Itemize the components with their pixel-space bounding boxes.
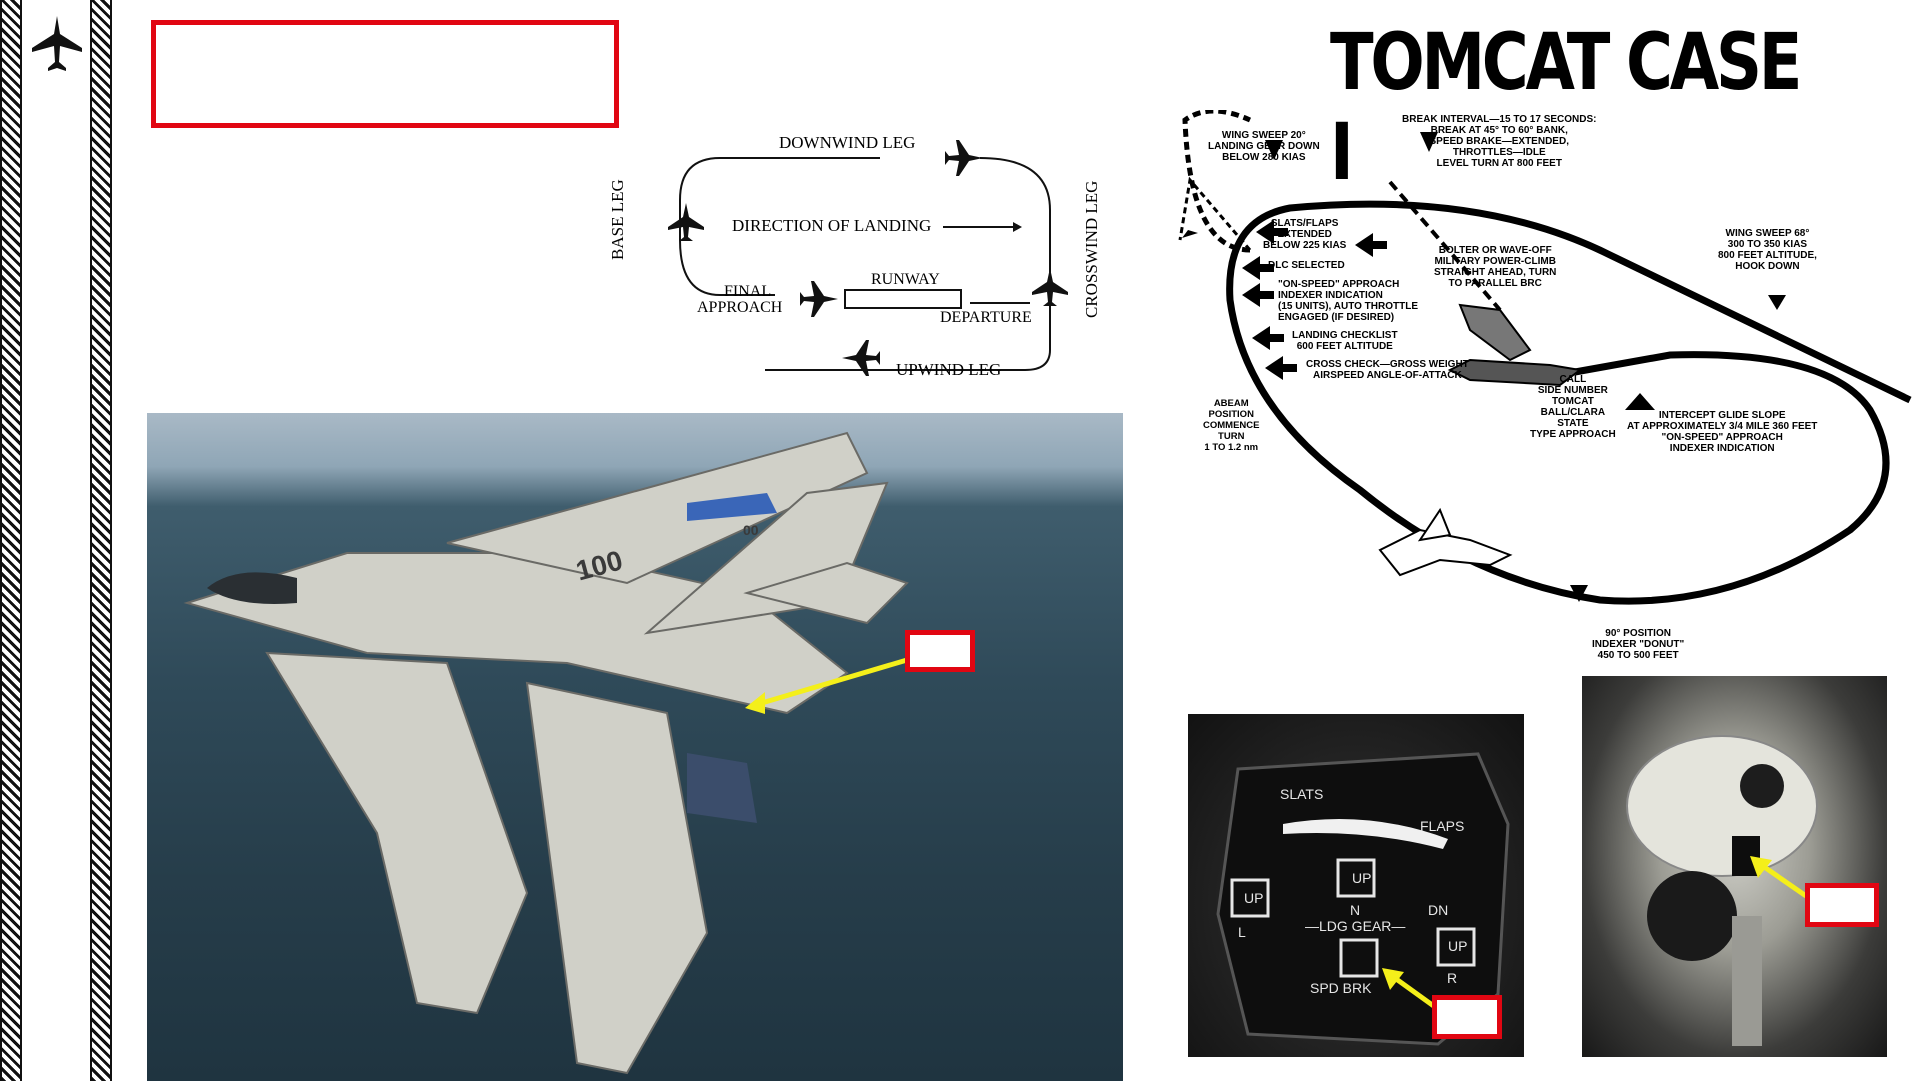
lever-photo (1582, 676, 1887, 1057)
label-base-leg: BASE LEG (608, 179, 627, 260)
case1-wing-sweep-68: WING SWEEP 68° 300 TO 350 KIAS 800 FEET … (1718, 228, 1817, 272)
tail-code-label: 00 (743, 522, 759, 538)
indicator-up-n: UP (1352, 870, 1372, 886)
plane-icon-final (800, 281, 838, 317)
label-downwind-leg: DOWNWIND LEG (779, 133, 916, 152)
indicator-spd-brk: SPD BRK (1310, 980, 1372, 996)
sidebar-stripe-right (90, 0, 112, 1081)
plane-icon-downwind (945, 140, 983, 176)
indicator-dn: DN (1428, 902, 1449, 918)
label-upwind-leg: UPWIND LEG (896, 360, 1002, 379)
case1-bolter: BOLTER OR WAVE-OFF MILITARY POWER-CLIMB … (1434, 245, 1557, 289)
label-runway: RUNWAY (871, 271, 940, 288)
indicator-ldg-gear: —LDG GEAR— (1305, 918, 1406, 934)
case1-call: CALL SIDE NUMBER TOMCAT BALL/CLARA STATE… (1530, 374, 1616, 440)
indicator-n: N (1350, 902, 1361, 918)
indicator-r: R (1447, 970, 1458, 986)
label-final: FINAL (724, 283, 772, 300)
case1-wing-sweep-20: WING SWEEP 20° LANDING GEAR DOWN BELOW 2… (1208, 130, 1320, 163)
photo-callout-arrow (745, 657, 908, 714)
case1-ninety: 90° POSITION INDEXER "DONUT" 450 TO 500 … (1592, 628, 1685, 661)
sidebar-stripe-left (0, 0, 22, 1081)
indicator-up-l: UP (1244, 890, 1264, 906)
indicator-flaps: FLAPS (1420, 818, 1465, 834)
case1-slats-flaps: SLATS/FLAPS EXTENDED BELOW 225 KIAS (1263, 218, 1347, 251)
jet-icon (32, 16, 82, 71)
indicator-l: L (1238, 924, 1246, 940)
gear-indicator-photo (1188, 714, 1524, 1057)
plane-icon-crosswind (1032, 268, 1068, 306)
plane-icon-base (668, 203, 704, 241)
case1-cross-check: CROSS CHECK—GROSS WEIGHT AIRSPEED ANGLE-… (1306, 359, 1469, 381)
label-approach: APPROACH (697, 299, 783, 316)
indicator-up-r: UP (1448, 938, 1468, 954)
case1-break-interval: BREAK INTERVAL—15 TO 17 SECONDS: BREAK A… (1402, 114, 1597, 169)
photo-callout-box (905, 630, 975, 672)
case1-landing-checklist: LANDING CHECKLIST 600 FEET ALTITUDE (1292, 330, 1398, 352)
case1-title: TOMCAT CASE I (1330, 18, 1802, 198)
lever-callout-box (1805, 883, 1879, 927)
aircraft-photo (147, 413, 1123, 1081)
label-crosswind-leg: CROSSWIND LEG (1082, 180, 1101, 318)
lever-callout-arrow (1750, 856, 1808, 899)
tomcat-illustration (183, 431, 909, 1075)
label-departure: DEPARTURE (940, 309, 1032, 326)
label-direction-of-landing: DIRECTION OF LANDING (732, 216, 932, 235)
indicator-callout-box (1432, 995, 1502, 1039)
case1-abeam: ABEAM POSITION COMMENCE TURN 1 TO 1.2 nm (1203, 398, 1260, 453)
plane-icon-upwind (842, 340, 880, 376)
case1-on-speed: "ON-SPEED" APPROACH INDEXER INDICATION (… (1278, 279, 1418, 323)
traffic-pattern-diagram (668, 140, 1068, 376)
title-callout-box (151, 20, 619, 128)
case1-dlc: DLC SELECTED (1268, 260, 1345, 271)
case1-pattern-diagram (1178, 110, 1912, 605)
case1-intercept: INTERCEPT GLIDE SLOPE AT APPROXIMATELY 3… (1627, 410, 1818, 454)
indicator-slats: SLATS (1280, 786, 1324, 802)
